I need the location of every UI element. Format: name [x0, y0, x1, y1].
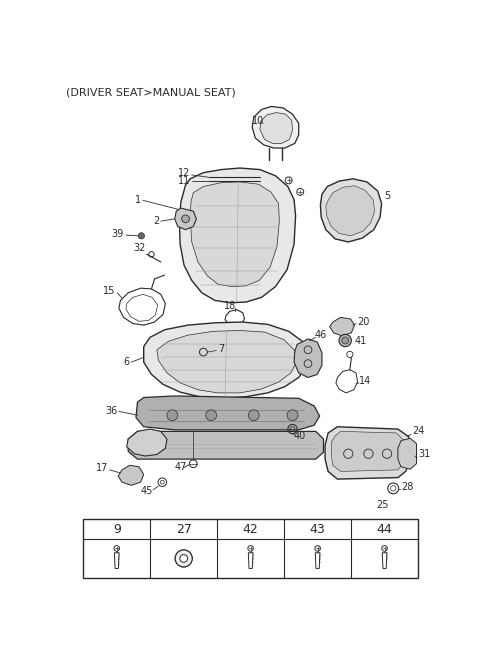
Text: 45: 45 — [141, 487, 153, 497]
Polygon shape — [128, 432, 324, 459]
Circle shape — [181, 215, 190, 222]
Text: 41: 41 — [355, 335, 367, 346]
Text: 10: 10 — [252, 116, 264, 126]
Text: 6: 6 — [124, 357, 130, 367]
Text: 39: 39 — [111, 229, 123, 239]
Circle shape — [175, 550, 192, 567]
Text: 28: 28 — [401, 482, 413, 492]
Polygon shape — [260, 113, 292, 144]
Text: 14: 14 — [359, 375, 372, 386]
Circle shape — [180, 554, 188, 562]
Text: (DRIVER SEAT>MANUAL SEAT): (DRIVER SEAT>MANUAL SEAT) — [66, 88, 236, 98]
Text: 7: 7 — [218, 344, 224, 354]
Text: 25: 25 — [376, 501, 389, 510]
Polygon shape — [315, 553, 320, 569]
Polygon shape — [114, 553, 119, 569]
Polygon shape — [144, 322, 308, 398]
Text: 17: 17 — [96, 463, 108, 474]
Text: 40: 40 — [294, 431, 306, 441]
Text: 46: 46 — [314, 330, 326, 340]
Polygon shape — [321, 179, 382, 242]
Text: 47: 47 — [175, 462, 187, 472]
Text: 15: 15 — [103, 286, 116, 297]
Polygon shape — [252, 106, 299, 148]
Text: 18: 18 — [224, 301, 237, 311]
Circle shape — [339, 335, 351, 346]
Text: 43: 43 — [310, 523, 325, 536]
Text: 9: 9 — [113, 523, 120, 536]
Text: 44: 44 — [377, 523, 393, 536]
Polygon shape — [175, 208, 196, 230]
Polygon shape — [180, 168, 296, 303]
Circle shape — [248, 410, 259, 420]
Text: 12: 12 — [178, 169, 190, 178]
Circle shape — [206, 410, 216, 420]
Circle shape — [287, 410, 298, 420]
Text: 31: 31 — [418, 449, 430, 459]
Text: 36: 36 — [105, 406, 117, 417]
Text: 20: 20 — [358, 317, 370, 327]
Text: 2: 2 — [153, 216, 159, 226]
Polygon shape — [127, 429, 167, 456]
Polygon shape — [382, 553, 387, 569]
Circle shape — [138, 233, 144, 239]
Polygon shape — [190, 182, 279, 287]
Text: 24: 24 — [412, 426, 424, 436]
Polygon shape — [136, 396, 320, 430]
Text: 27: 27 — [176, 523, 192, 536]
Polygon shape — [118, 465, 144, 485]
Text: 11: 11 — [178, 176, 190, 186]
Bar — [83, 519, 418, 578]
Polygon shape — [331, 432, 406, 472]
Polygon shape — [330, 318, 355, 336]
Polygon shape — [325, 427, 411, 479]
Circle shape — [342, 337, 348, 344]
Polygon shape — [294, 339, 322, 377]
Polygon shape — [398, 438, 417, 469]
Polygon shape — [326, 186, 375, 236]
Text: 5: 5 — [384, 191, 390, 201]
Text: 32: 32 — [133, 243, 146, 253]
Text: 42: 42 — [243, 523, 259, 536]
Text: 1: 1 — [135, 195, 142, 205]
Polygon shape — [157, 331, 296, 393]
Circle shape — [167, 410, 178, 420]
Polygon shape — [248, 553, 253, 569]
